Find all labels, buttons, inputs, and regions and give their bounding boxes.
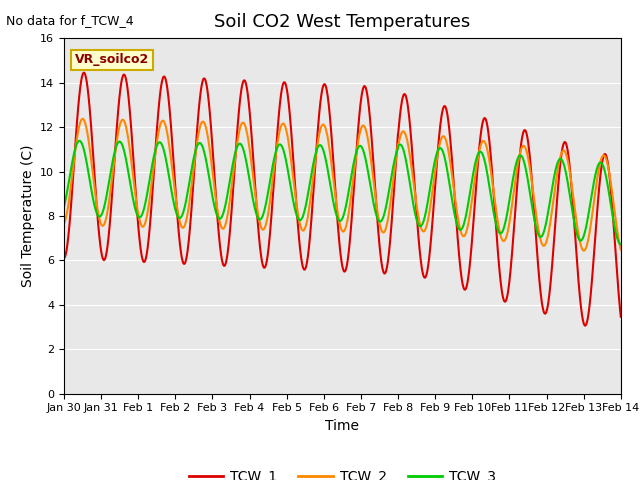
Y-axis label: Soil Temperature (C): Soil Temperature (C) <box>20 145 35 287</box>
TCW_1 <box>297 251 305 256</box>
TCW_1 <box>378 258 385 264</box>
TCW_1 <box>318 87 326 93</box>
Legend: TCW_1, TCW_2, TCW_3: TCW_1, TCW_2, TCW_3 <box>183 465 502 480</box>
Line: TCW_3: TCW_3 <box>64 141 621 244</box>
TCW_1 <box>104 244 111 250</box>
Line: TCW_2: TCW_2 <box>64 119 621 251</box>
TCW_1 <box>60 255 68 261</box>
TCW_1 <box>617 314 625 320</box>
TCW_1 <box>80 70 88 75</box>
TCW_3 <box>297 217 305 223</box>
TCW_1 <box>581 323 589 328</box>
TCW_3 <box>308 167 316 173</box>
TCW_3 <box>378 218 385 224</box>
TCW_3 <box>126 180 134 186</box>
TCW_2 <box>126 149 134 155</box>
TCW_2 <box>104 209 111 215</box>
TCW_2 <box>60 221 68 227</box>
TCW_2 <box>617 247 625 252</box>
TCW_2 <box>580 248 588 253</box>
TCW_3 <box>60 204 68 209</box>
TCW_1 <box>126 112 134 118</box>
TCW_2 <box>378 227 385 232</box>
TCW_3 <box>318 144 326 150</box>
TCW_3 <box>104 188 111 194</box>
TCW_2 <box>79 116 86 121</box>
Line: TCW_1: TCW_1 <box>64 72 621 325</box>
X-axis label: Time: Time <box>325 419 360 433</box>
TCW_3 <box>617 241 625 247</box>
TCW_2 <box>308 183 316 189</box>
TCW_3 <box>76 138 83 144</box>
TCW_1 <box>308 207 316 213</box>
Text: No data for f_TCW_4: No data for f_TCW_4 <box>6 14 134 27</box>
Title: Soil CO2 West Temperatures: Soil CO2 West Temperatures <box>214 13 470 31</box>
Text: VR_soilco2: VR_soilco2 <box>75 53 149 66</box>
TCW_2 <box>318 122 326 128</box>
TCW_2 <box>297 224 305 229</box>
